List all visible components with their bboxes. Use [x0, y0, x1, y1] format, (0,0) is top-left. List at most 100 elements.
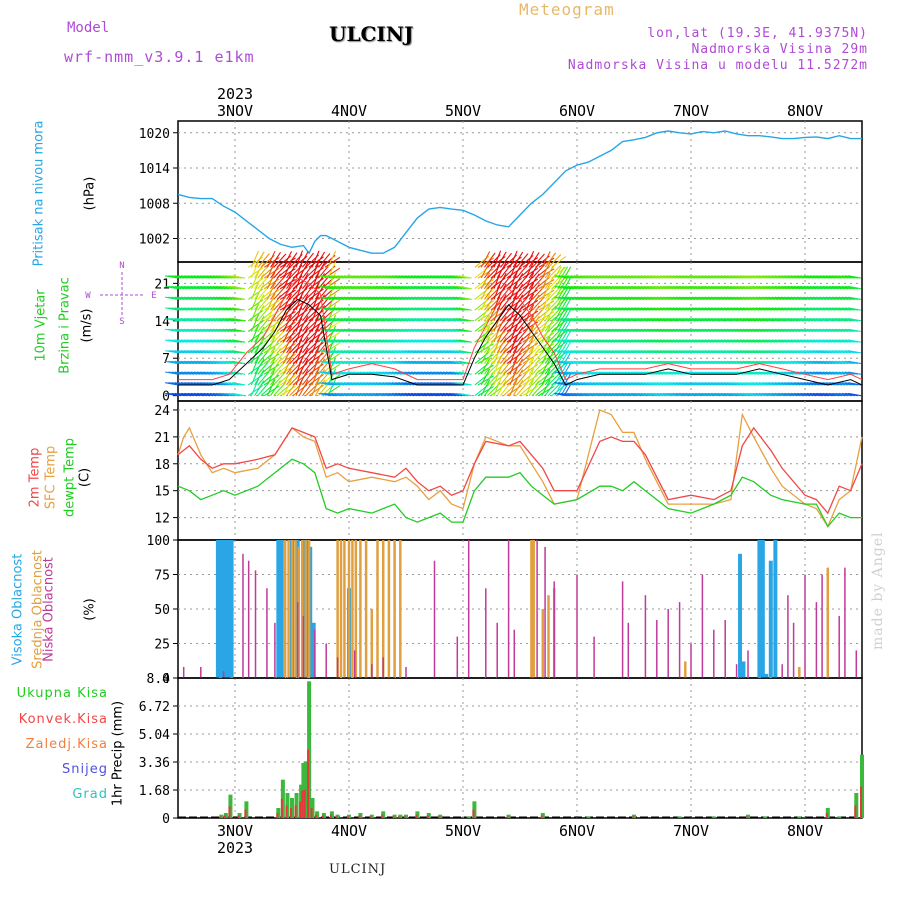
- wind-arrow: [225, 371, 239, 375]
- wind-arrow: [672, 296, 686, 300]
- wind-arrow: [682, 296, 696, 300]
- wind-arrow: [388, 350, 402, 354]
- wind-arrow: [647, 275, 661, 279]
- wind-arrow: [200, 328, 214, 333]
- bottom-day-label: 4NOV: [331, 822, 367, 840]
- cloud-bar-low: [627, 622, 630, 678]
- wind-arrow: [790, 296, 804, 300]
- wind-arrow: [698, 392, 712, 397]
- wind-arrow: [599, 275, 613, 279]
- wind-arrow: [704, 392, 718, 397]
- wind-arrow: [480, 251, 491, 268]
- wind-arrow: [200, 392, 214, 397]
- wind-arrow: [525, 282, 535, 300]
- wind-arrow: [580, 382, 594, 386]
- wind-arrow: [455, 318, 469, 322]
- wind-arrow: [787, 392, 801, 397]
- wind-arrow: [797, 328, 811, 333]
- precip-bar: [763, 816, 768, 818]
- wind-arrow: [621, 382, 635, 386]
- cloud-bar-low: [656, 620, 658, 678]
- wind-arrow: [232, 318, 246, 322]
- wind-arrow: [452, 339, 466, 343]
- wind-arrow: [733, 318, 747, 322]
- wind-arrow: [688, 360, 702, 365]
- wind-arrow: [707, 285, 721, 290]
- wind-arrow: [193, 339, 207, 343]
- wind-arrow: [250, 250, 260, 268]
- wind-arrow: [809, 350, 823, 354]
- wind-arrow: [382, 328, 396, 333]
- wind-arrow: [388, 392, 402, 397]
- wind-arrow: [733, 285, 747, 290]
- wind-arrow: [193, 307, 207, 311]
- wind-arrow: [691, 360, 705, 365]
- wind-arrow: [809, 296, 823, 300]
- wind-arrow: [423, 350, 437, 354]
- wind-arrow: [781, 307, 795, 311]
- wind-arrow: [669, 392, 683, 397]
- wind-arrow: [209, 307, 223, 311]
- wind-arrow: [266, 250, 276, 268]
- wind-arrow: [816, 392, 830, 397]
- wind-arrow: [774, 296, 788, 300]
- wind-arrow: [570, 307, 584, 311]
- wind-arrow: [414, 318, 428, 322]
- y-tick-label: 5.04: [139, 728, 170, 743]
- wind-arrow: [765, 296, 779, 300]
- elevation-model-label: Nadmorska Visina u modelu 11.5272m: [567, 58, 868, 73]
- wind-arrow: [250, 314, 260, 332]
- wind-arrow: [809, 382, 823, 386]
- wind-arrow: [717, 307, 731, 311]
- wind-arrow: [634, 275, 648, 279]
- wind-arrow: [385, 339, 399, 343]
- wind-arrow: [742, 392, 756, 397]
- wind-arrow: [608, 318, 622, 322]
- wind-arrow: [337, 350, 351, 354]
- cloud-bar-mid: [370, 609, 374, 678]
- wind-arrow: [321, 285, 335, 290]
- wind-arrow: [659, 339, 673, 343]
- wind-arrow: [541, 261, 551, 279]
- wind-arrow: [455, 382, 469, 386]
- wind-arrow: [647, 392, 661, 397]
- wind-arrow: [746, 318, 760, 322]
- wind-arrow: [337, 328, 351, 333]
- wind-arrow: [522, 289, 539, 300]
- wind-arrow: [452, 392, 466, 397]
- wind-arrow: [739, 318, 753, 322]
- wind-arrow: [232, 296, 246, 300]
- wind-arrow: [701, 328, 715, 333]
- wind-arrow: [382, 307, 396, 311]
- wind-arrow: [525, 325, 535, 343]
- wind-arrow: [567, 328, 581, 333]
- cloud-bar-mid: [376, 540, 379, 678]
- wind-arrow: [177, 285, 191, 290]
- wind-arrow: [378, 328, 392, 333]
- wind-arrow: [797, 360, 811, 365]
- wind-arrow: [755, 339, 769, 343]
- wind-arrow: [394, 339, 408, 343]
- wind-arrow: [382, 392, 396, 397]
- wind-arrow: [656, 318, 670, 322]
- wind-arrow: [318, 285, 332, 290]
- wind-arrow: [327, 261, 337, 279]
- wind-arrow: [615, 296, 629, 300]
- wind-arrow: [573, 285, 587, 290]
- wind-arrow: [228, 392, 242, 397]
- wind-arrow: [768, 275, 782, 279]
- cloud-bar-low: [576, 574, 578, 678]
- wind-arrow: [324, 285, 338, 290]
- wind-arrow: [621, 328, 635, 333]
- wind-arrow: [541, 304, 551, 322]
- wind-arrow: [410, 318, 424, 322]
- wind-arrow: [809, 307, 823, 311]
- wind-arrow: [624, 318, 638, 322]
- precip-bar: [711, 816, 716, 818]
- wind-arrow: [356, 360, 370, 365]
- wind-arrow: [522, 299, 539, 311]
- wind-arrow: [829, 275, 843, 279]
- wind-arrow: [800, 371, 814, 375]
- wind-arrow: [618, 285, 632, 290]
- wind-arrow: [752, 371, 766, 375]
